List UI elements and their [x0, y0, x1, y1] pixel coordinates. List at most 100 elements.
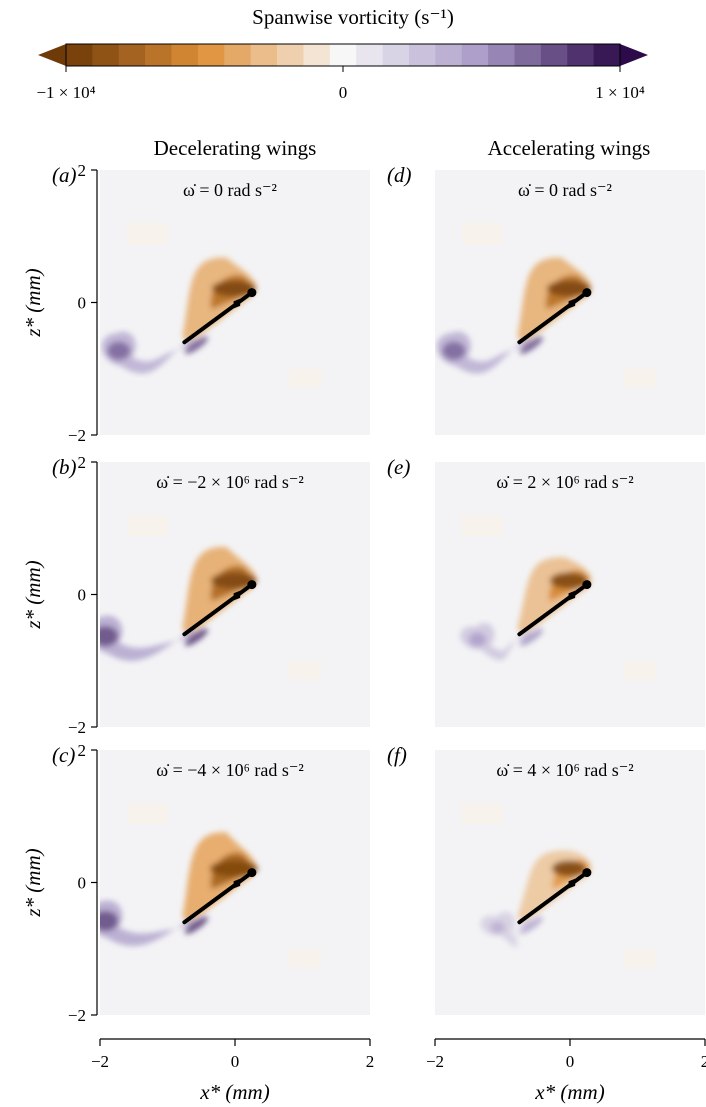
- colorbar-cell: [382, 44, 410, 66]
- y-tick-label: −2: [68, 718, 86, 737]
- noise-patch: [289, 368, 322, 388]
- noise-patch: [289, 948, 322, 968]
- leading-edge-marker: [247, 288, 257, 298]
- panel-a: (a) ω̇ = 0 rad s⁻²: [52, 163, 370, 435]
- colorbar-cell: [197, 44, 225, 66]
- x-axis: −2 0 2 x* (mm): [426, 1038, 706, 1104]
- y-tick-label: 2: [78, 453, 87, 472]
- noise-patch: [127, 223, 168, 245]
- panel-label: ω̇ = 0 rad s⁻²: [518, 180, 612, 200]
- panel-letter: (f): [387, 743, 407, 767]
- leading-edge-marker: [582, 868, 592, 878]
- colorbar-cell: [66, 44, 93, 66]
- vorticity-field: [100, 803, 322, 968]
- trailing-edge-vortex: [101, 331, 209, 374]
- colorbar-gradient: [66, 44, 621, 66]
- rotation-axis-marker: [568, 878, 576, 889]
- leading-edge-vortex: [182, 832, 258, 925]
- y-axis: −2 0 2 z* (mm): [21, 741, 98, 1025]
- leading-edge-marker: [582, 288, 592, 298]
- colorbar-tick-label-max: 1 × 10⁴: [595, 83, 645, 102]
- colorbar-tick-label-zero: 0: [339, 83, 348, 102]
- wing-chord: [182, 290, 254, 345]
- colorbar-cell: [118, 44, 146, 66]
- rotation-axis-marker: [233, 590, 241, 601]
- colorbar-cell: [461, 44, 489, 66]
- trailing-edge-vortex: [100, 615, 209, 661]
- wing-chord: [517, 290, 589, 345]
- x-tick-label: −2: [426, 1052, 444, 1071]
- colorbar-cell: [356, 44, 384, 66]
- noise-patch: [127, 803, 168, 825]
- colorbar-title: Spanwise vorticity (s⁻¹): [252, 5, 454, 29]
- rotation-axis-marker: [568, 590, 576, 601]
- leading-edge-vortex: [517, 557, 592, 637]
- x-tick-label: −2: [91, 1052, 109, 1071]
- wing: [182, 288, 257, 345]
- rotation-axis-marker: [233, 878, 241, 889]
- colorbar-cell: [145, 44, 173, 66]
- panel-letter: (b): [52, 455, 77, 479]
- panel-d: (d) ω̇ = 0 rad s⁻²: [387, 163, 705, 435]
- vorticity-field: [460, 515, 657, 680]
- leading-edge-vortex: [182, 546, 257, 637]
- leading-edge-vortex: [182, 257, 257, 345]
- panel-label: ω̇ = 0 rad s⁻²: [183, 180, 277, 200]
- y-axis: −2 0 2 z* (mm): [21, 453, 98, 737]
- colorbar-cell: [408, 44, 436, 66]
- y-tick-label: −2: [68, 426, 86, 445]
- y-axis-label: z* (mm): [21, 268, 45, 337]
- panel-f: (f) ω̇ = 4 × 10⁶ rad s⁻²: [387, 743, 705, 1015]
- x-tick-label: 2: [366, 1052, 375, 1071]
- panel-letter: (a): [52, 163, 77, 187]
- colorbar-arrow-left: [38, 44, 66, 66]
- trailing-edge-vortex: [480, 911, 544, 948]
- leading-edge-marker: [247, 580, 257, 590]
- vorticity-field: [100, 515, 322, 680]
- y-tick-label: 2: [78, 741, 87, 760]
- y-axis: −2 0 2 z* (mm): [21, 161, 98, 445]
- wing-chord: [182, 870, 254, 925]
- vorticity-field: [436, 223, 657, 388]
- colorbar-cell: [250, 44, 278, 66]
- colorbar-cell: [514, 44, 542, 66]
- colorbar-cell: [171, 44, 199, 66]
- noise-patch: [462, 515, 503, 537]
- y-axis-label: z* (mm): [21, 560, 45, 629]
- y-tick-label: 2: [78, 161, 87, 180]
- noise-patch: [127, 515, 168, 537]
- colorbar: Spanwise vorticity (s⁻¹) −1 × 10⁴ 0 1 × …: [36, 5, 648, 102]
- colorbar-cell: [488, 44, 516, 66]
- colorbar-cell: [224, 44, 252, 66]
- y-tick-label: 0: [78, 586, 87, 605]
- wing: [182, 580, 257, 637]
- leading-edge-vortex: [517, 850, 592, 925]
- noise-patch: [462, 223, 503, 245]
- colorbar-cell: [277, 44, 305, 66]
- y-axis-label: z* (mm): [21, 848, 45, 917]
- leading-edge-marker: [582, 580, 592, 590]
- colorbar-cell: [567, 44, 595, 66]
- y-tick-label: 0: [78, 874, 87, 893]
- vorticity-field: [462, 803, 657, 968]
- rotation-axis-marker: [233, 298, 241, 309]
- panel-label: ω̇ = −4 × 10⁶ rad s⁻²: [156, 760, 303, 780]
- wing: [182, 868, 257, 925]
- column-header-decelerating: Decelerating wings: [154, 136, 317, 160]
- colorbar-cell: [92, 44, 120, 66]
- trailing-edge-vortex: [100, 900, 209, 947]
- wing-chord: [182, 582, 254, 637]
- noise-patch: [624, 948, 657, 968]
- colorbar-cell: [435, 44, 463, 66]
- y-tick-label: −2: [68, 1006, 86, 1025]
- x-axis: −2 0 2 x* (mm): [91, 1038, 375, 1104]
- panel-e: (e) ω̇ = 2 × 10⁶ rad s⁻²: [387, 455, 705, 727]
- x-tick-label: 0: [566, 1052, 575, 1071]
- colorbar-cell: [593, 44, 621, 66]
- panel-label: ω̇ = 4 × 10⁶ rad s⁻²: [496, 760, 633, 780]
- leading-edge-marker: [247, 868, 257, 878]
- x-tick-label: 0: [231, 1052, 240, 1071]
- leading-edge-vortex: [517, 257, 592, 345]
- colorbar-cell: [540, 44, 568, 66]
